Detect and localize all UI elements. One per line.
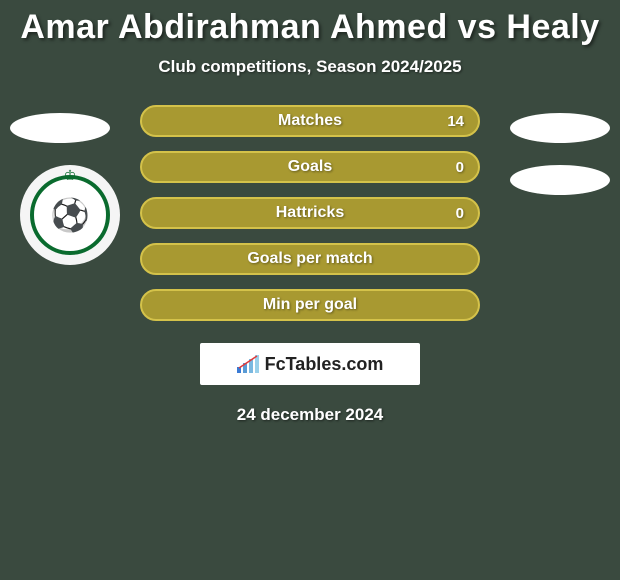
crown-icon: ♔ xyxy=(64,167,77,184)
stat-bar-min-per-goal: Min per goal xyxy=(140,289,480,321)
stat-label: Goals per match xyxy=(247,250,372,268)
stat-bar-hattricks: Hattricks 0 xyxy=(140,197,480,229)
stat-label: Matches xyxy=(278,112,342,130)
branding-chart-icon xyxy=(237,355,259,373)
branding-badge: FcTables.com xyxy=(200,343,420,385)
content-root: Amar Abdirahman Ahmed vs Healy Club comp… xyxy=(0,0,620,580)
comparison-arena: ♔ ⚽ Matches 14 Goals 0 Hattricks 0 Goals… xyxy=(0,105,620,321)
date-label: 24 december 2024 xyxy=(237,405,384,425)
stat-bars: Matches 14 Goals 0 Hattricks 0 Goals per… xyxy=(140,105,480,321)
player-oval-right xyxy=(510,165,610,195)
stat-value: 14 xyxy=(447,113,464,130)
stat-bar-matches: Matches 14 xyxy=(140,105,480,137)
stat-value: 0 xyxy=(456,205,464,222)
trend-line xyxy=(239,356,257,368)
stat-bar-goals-per-match: Goals per match xyxy=(140,243,480,275)
subtitle: Club competitions, Season 2024/2025 xyxy=(158,57,461,77)
club-badge: ♔ ⚽ xyxy=(20,165,120,265)
player-oval-right-top xyxy=(510,113,610,143)
player-oval-left xyxy=(10,113,110,143)
stat-value: 0 xyxy=(456,159,464,176)
ball-icon: ⚽ xyxy=(50,199,90,231)
stat-bar-goals: Goals 0 xyxy=(140,151,480,183)
branding-text: FcTables.com xyxy=(265,354,384,375)
club-badge-inner: ♔ ⚽ xyxy=(30,175,110,255)
stat-label: Min per goal xyxy=(263,296,357,314)
page-title: Amar Abdirahman Ahmed vs Healy xyxy=(20,8,599,47)
stat-label: Hattricks xyxy=(276,204,344,222)
stat-label: Goals xyxy=(288,158,332,176)
